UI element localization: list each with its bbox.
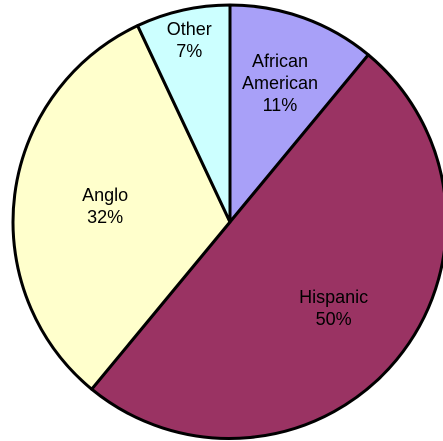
pie-label-anglo: Anglo 32% — [82, 185, 128, 227]
pie-slices — [11, 3, 443, 440]
pie-label-line: American — [242, 73, 318, 93]
pie-label-line: 50% — [316, 309, 352, 329]
pie-label-hispanic: Hispanic 50% — [299, 287, 368, 329]
pie-label-line: African — [252, 51, 308, 71]
pie-label-line: Other — [167, 19, 212, 39]
pie-slice-african-american — [228, 3, 370, 224]
pie-label-other: Other 7% — [167, 19, 212, 61]
pie-label-line: 11% — [263, 95, 298, 115]
pie-slice-anglo — [11, 24, 232, 391]
pie-label-line: 32% — [87, 207, 123, 227]
pie-labels: African American 11% Hispanic 50% Anglo 32% Oth… — [82, 19, 368, 329]
pie-label-african-american: African American 11% — [242, 51, 318, 115]
pie-slice-other — [136, 3, 232, 224]
pie-label-line: 7% — [176, 41, 202, 61]
pie-slice-hispanic — [90, 53, 443, 440]
pie-label-line: Anglo — [82, 185, 128, 205]
pie-label-line: Hispanic — [299, 287, 368, 307]
